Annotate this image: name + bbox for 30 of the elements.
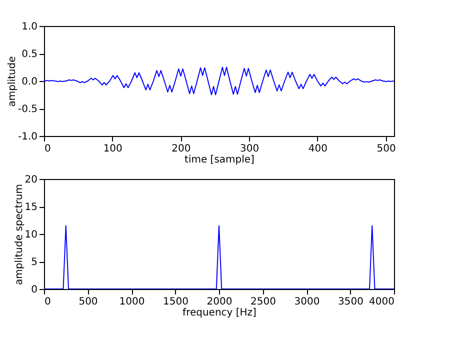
x-tick-label: 2000 [206, 296, 232, 308]
x-tick-label: 0 [44, 144, 51, 154]
x-axis-title: frequency [Hz] [182, 308, 257, 318]
x-tick-label: 3500 [338, 296, 364, 308]
x-tick-label: 3000 [294, 296, 320, 308]
x-tick-label: 400 [308, 144, 328, 154]
y-tick-label: 15 [24, 202, 38, 213]
y-tick-label: -1.0 [18, 132, 38, 142]
x-tick-label: 0 [44, 296, 51, 308]
y-tick-label: 0.0 [22, 76, 38, 88]
line-series [44, 66, 394, 96]
y-axis-title: amplitude spectrum [14, 184, 25, 286]
x-tick-label: 1500 [163, 296, 188, 308]
y-tick-label: 0 [31, 284, 38, 296]
y-tick-label: 5 [31, 257, 38, 268]
x-tick-label: 300 [240, 144, 260, 154]
x-tick-label: 500 [376, 144, 396, 154]
x-tick-label: 100 [103, 144, 122, 154]
y-tick-label: 10 [24, 230, 38, 240]
y-tick-label: 1.0 [22, 22, 38, 32]
y-tick-label: 0.5 [22, 49, 38, 60]
y-tick-label: -0.5 [18, 104, 38, 115]
x-tick-label: 500 [78, 296, 98, 308]
x-tick-label: 1000 [119, 296, 145, 308]
x-tick-label: 200 [172, 144, 191, 154]
x-axis-title: time [sample] [184, 154, 255, 166]
x-tick-label: 2500 [250, 296, 276, 308]
y-axis-title: amplitude [6, 56, 18, 107]
x-tick-label: 4000 [369, 296, 394, 308]
y-tick-label: 20 [24, 174, 38, 186]
